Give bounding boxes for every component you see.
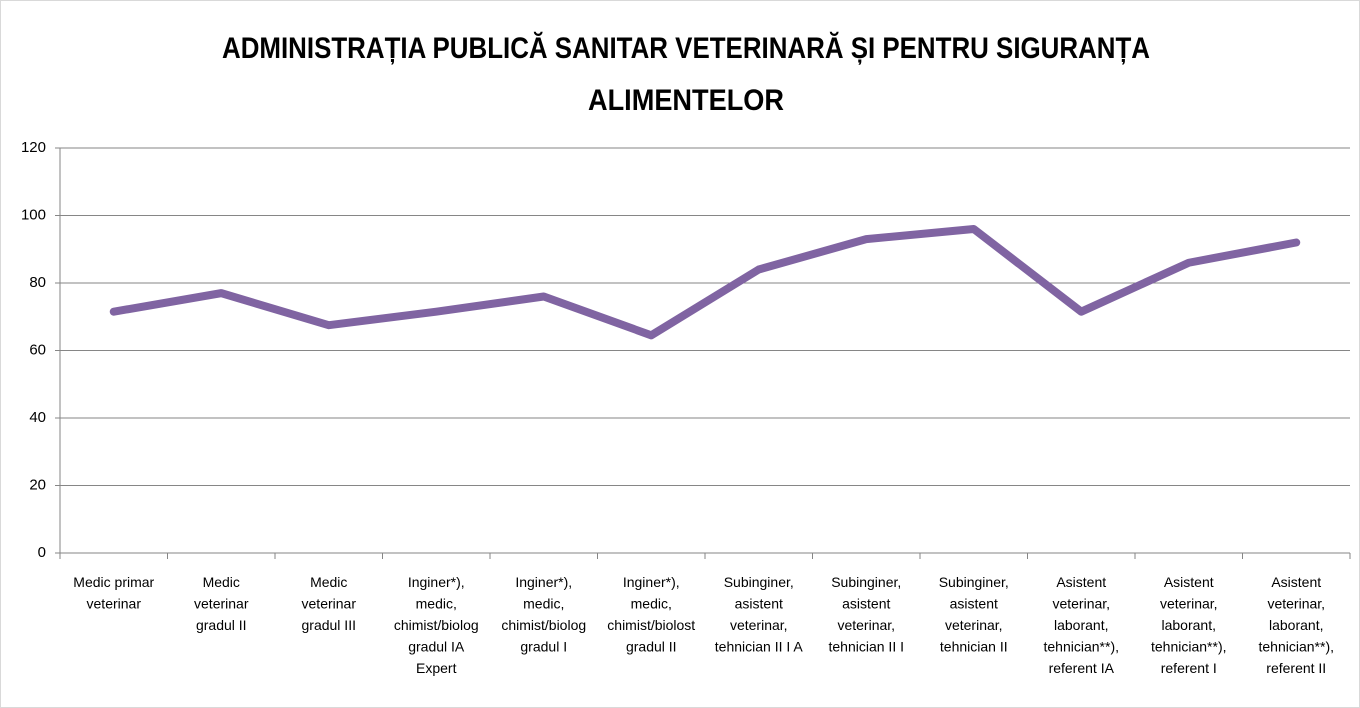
- y-tick-label: 20: [29, 476, 46, 493]
- y-tick-label: 0: [38, 544, 46, 561]
- x-tick-label-line: tehnician**),: [1151, 639, 1227, 655]
- x-tick-label-line: veterinar: [87, 596, 142, 612]
- x-tick-label-line: gradul II: [196, 617, 247, 633]
- x-tick-label: Subinginer, asistent veterinar, tehnician I…: [939, 574, 1009, 655]
- x-tick-label-line: veterinar,: [945, 617, 1003, 633]
- x-tick-label-line: Asistent: [1056, 574, 1106, 590]
- x-tick-label-line: Medic primar: [73, 574, 154, 590]
- x-tick-label-line: veterinar,: [1052, 596, 1110, 612]
- x-tick-label: Asistent veterinar, laborant, tehnician**),…: [1044, 574, 1120, 676]
- x-tick-label-line: veterinar: [194, 596, 249, 612]
- x-tick-label-line: gradul III: [302, 617, 356, 633]
- x-tick-label: Inginer*), medic, chimist/biolost gradul II: [607, 574, 695, 655]
- x-tick-label-line: medic,: [523, 596, 564, 612]
- x-tick-label-line: laborant,: [1162, 617, 1216, 633]
- x-tick-label-line: veterinar,: [730, 617, 788, 633]
- x-tick-label: Asistent veterinar, laborant, tehnician**),…: [1151, 574, 1227, 676]
- chart-title: ALIMENTELOR: [588, 84, 784, 117]
- x-tick-label-line: asistent: [950, 596, 998, 612]
- x-tick-label: Medic primar veterinar: [73, 574, 154, 612]
- x-tick-label-line: medic,: [416, 596, 457, 612]
- x-tick-label-line: Medic: [310, 574, 347, 590]
- x-tick-label-line: asistent: [735, 596, 783, 612]
- x-tick-label-line: referent IA: [1049, 660, 1115, 676]
- chart-title: ADMINISTRAȚIA PUBLICĂ SANITAR VETERINARĂ…: [222, 31, 1150, 65]
- x-tick-label-line: veterinar,: [837, 617, 895, 633]
- x-tick-label-line: Medic: [203, 574, 240, 590]
- x-tick-label-line: medic,: [631, 596, 672, 612]
- y-tick-label: 40: [29, 409, 46, 426]
- x-tick-label-line: Inginer*),: [515, 574, 572, 590]
- x-tick-label: Inginer*), medic, chimist/biolog gradul I: [501, 574, 586, 655]
- x-tick-label-line: Inginer*),: [408, 574, 465, 590]
- x-tick-label-line: Subinginer,: [724, 574, 794, 590]
- x-tick-label-line: tehnician**),: [1044, 639, 1120, 655]
- x-tick-label-line: asistent: [842, 596, 890, 612]
- x-tick-label-line: Inginer*),: [623, 574, 680, 590]
- x-tick-label-line: laborant,: [1269, 617, 1323, 633]
- x-tick-label-line: gradul IA: [408, 639, 465, 655]
- x-tick-label-line: chimist/biolog: [394, 617, 479, 633]
- x-tick-label-line: Expert: [416, 660, 457, 676]
- x-tick-label-line: Subinginer,: [831, 574, 901, 590]
- x-tick-label-line: veterinar,: [1267, 596, 1325, 612]
- x-tick-label-line: tehnician**),: [1259, 639, 1335, 655]
- x-tick-label-line: referent I: [1161, 660, 1217, 676]
- x-tick-label: Subinginer, asistent veterinar, tehnician I…: [715, 574, 804, 655]
- y-tick-label: 60: [29, 341, 46, 358]
- x-tick-label-line: Asistent: [1271, 574, 1321, 590]
- y-tick-label: 100: [21, 206, 46, 223]
- x-tick-label-line: tehnician II I A: [715, 639, 804, 655]
- data-line: [109, 225, 1301, 340]
- x-tick-label-line: laborant,: [1054, 617, 1108, 633]
- x-tick-label: Medic veterinar gradul II: [194, 574, 249, 633]
- x-tick-label-line: chimist/biolog: [501, 617, 586, 633]
- x-tick-label-line: gradul II: [626, 639, 677, 655]
- x-tick-label-line: gradul I: [520, 639, 567, 655]
- x-tick-label-line: Asistent: [1164, 574, 1214, 590]
- x-tick-label-line: veterinar,: [1160, 596, 1218, 612]
- x-tick-label-line: tehnician II: [940, 639, 1008, 655]
- y-tick-label: 120: [21, 139, 46, 156]
- y-tick-label: 80: [29, 274, 46, 291]
- x-tick-label: Medic veterinar gradul III: [302, 574, 357, 633]
- x-tick-label: Subinginer, asistent veterinar, tehnician I…: [829, 574, 905, 655]
- x-tick-label-line: tehnician II I: [829, 639, 905, 655]
- x-tick-label-line: chimist/biolost: [607, 617, 695, 633]
- x-tick-label-line: veterinar: [302, 596, 357, 612]
- x-tick-label: Inginer*), medic, chimist/biolog gradul IA E…: [394, 574, 479, 676]
- x-tick-label: Asistent veterinar, laborant, tehnician**),…: [1259, 574, 1335, 676]
- x-tick-label-line: Subinginer,: [939, 574, 1009, 590]
- x-tick-label-line: referent II: [1266, 660, 1326, 676]
